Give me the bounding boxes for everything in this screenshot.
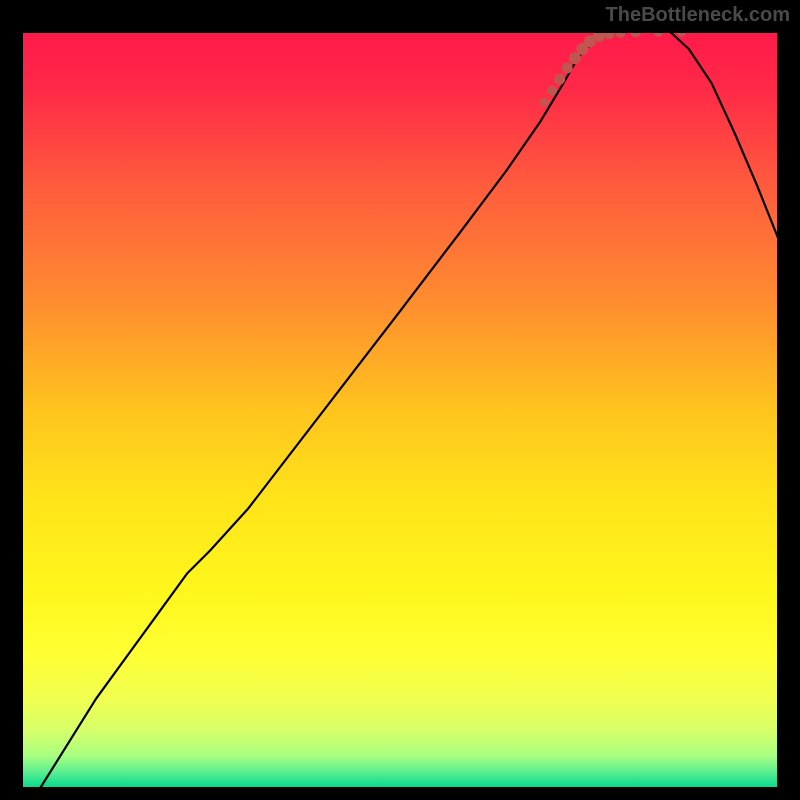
overlay-dot (540, 98, 549, 107)
gradient-background (20, 30, 780, 790)
overlay-dot (562, 63, 573, 74)
bottleneck-chart (20, 30, 780, 790)
chart-container: TheBottleneck.com (0, 0, 800, 800)
overlay-dot (547, 86, 557, 96)
plot-area (20, 30, 780, 790)
watermark-text: TheBottleneck.com (606, 4, 790, 27)
overlay-dot (554, 74, 565, 85)
